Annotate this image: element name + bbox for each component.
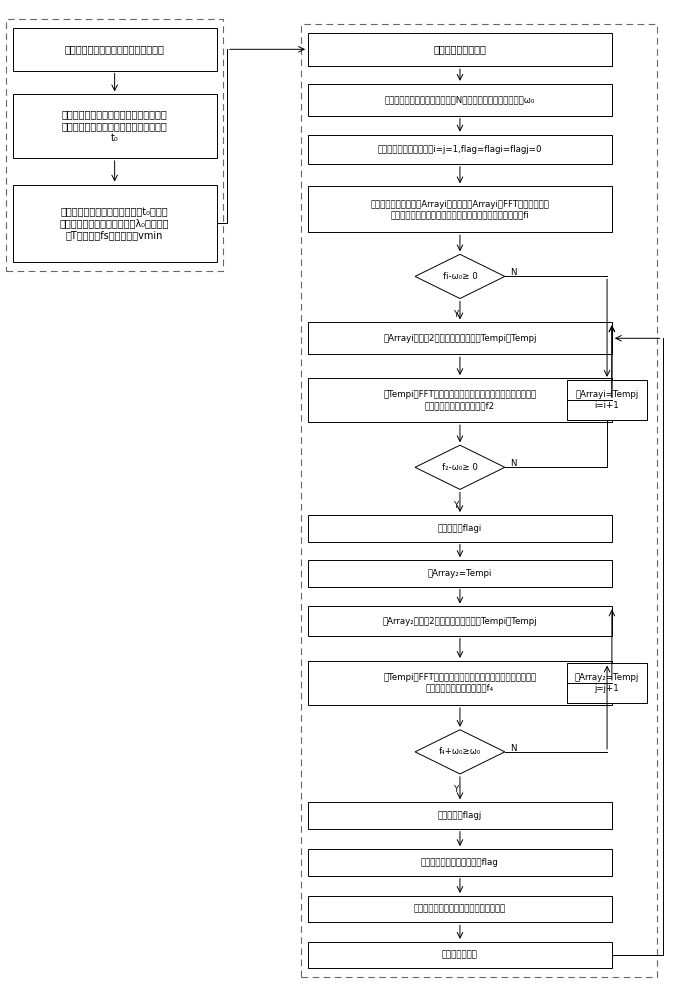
Text: 将Array₂均分为2个数组，分别命名为Tempi和Tempj: 将Array₂均分为2个数组，分别命名为Tempi和Tempj — [383, 617, 537, 626]
Polygon shape — [415, 730, 505, 774]
Bar — [308, 896, 612, 922]
Text: 读取所采集数据的起点对应时刻t₀、激光
多普勒测速仪所选用激光波长λ₀、采集时
间T、采样率fs和测速下限vmin: 读取所采集数据的起点对应时刻t₀、激光 多普勒测速仪所选用激光波长λ₀、采集时 … — [60, 207, 170, 240]
Text: N: N — [511, 459, 517, 468]
Text: 计算运动起始点对应的绝对时刻，并输出: 计算运动起始点对应的绝对时刻，并输出 — [414, 905, 506, 914]
Bar — [308, 802, 612, 829]
Text: 初始化计数位与标识位：i=j=1,flag=flagi=flagj=0: 初始化计数位与标识位：i=j=1,flag=flagi=flagj=0 — [378, 145, 543, 154]
Bar — [308, 135, 612, 164]
Polygon shape — [415, 445, 505, 489]
Bar — [308, 661, 612, 705]
Bar — [308, 515, 612, 542]
Text: 令Array₂=Tempi: 令Array₂=Tempi — [428, 569, 492, 578]
Bar — [308, 849, 612, 876]
Bar — [12, 185, 217, 262]
Text: 将采集到的数据放置在Arrayi数组中，对Arrayi做FFT，得到其频谱
分布，找到频谱分布中频谱幅值最大的频点，将其频率即为fi: 将采集到的数据放置在Arrayi数组中，对Arrayi做FFT，得到其频谱 分布… — [370, 200, 549, 219]
Bar — [308, 33, 612, 66]
Bar — [6, 19, 224, 271]
Text: f₂-ω₀≥ 0: f₂-ω₀≥ 0 — [442, 463, 478, 472]
Text: 被测物体未运动: 被测物体未运动 — [442, 951, 478, 960]
Text: 读取数据及相关参数: 读取数据及相关参数 — [433, 44, 486, 54]
Bar — [567, 663, 647, 703]
Bar — [301, 24, 657, 977]
Bar — [308, 322, 612, 354]
Text: N: N — [511, 268, 517, 277]
Text: 控制激光多普勒测速仪工作，采集数据: 控制激光多普勒测速仪工作，采集数据 — [65, 44, 165, 54]
Bar — [308, 186, 612, 232]
Text: f₄+ω₀≥ω₀: f₄+ω₀≥ω₀ — [439, 747, 481, 756]
Text: 计算标记位flagj: 计算标记位flagj — [438, 811, 482, 820]
Text: 计算最终运动起点的标记位flag: 计算最终运动起点的标记位flag — [421, 858, 499, 867]
Polygon shape — [415, 254, 505, 299]
Text: Y: Y — [454, 310, 459, 319]
Bar — [308, 378, 612, 422]
Bar — [308, 942, 612, 968]
Bar — [12, 94, 217, 158]
Text: 对Tempi做FFT，得到其频谱分布，找到频谱分布中频谱幅值
最大的频点，将其频率记为f₄: 对Tempi做FFT，得到其频谱分布，找到频谱分布中频谱幅值 最大的频点，将其频… — [383, 673, 536, 693]
Text: Y: Y — [454, 501, 459, 510]
Text: 对Tempi做FFT，得到其频谱分布，找到频谱分布中频谱幅值
最大的频点，将其频率记为f2: 对Tempi做FFT，得到其频谱分布，找到频谱分布中频谱幅值 最大的频点，将其频… — [383, 390, 536, 410]
Text: 令Array₂=Tempj
j=j+1: 令Array₂=Tempj j=j+1 — [575, 673, 639, 693]
Text: Y: Y — [454, 785, 459, 794]
Text: 计算标记位flagi: 计算标记位flagi — [438, 524, 482, 533]
Bar — [308, 606, 612, 636]
Text: 计算测速仪所采集数据的总点数N、可分辨的最小多普勒频差ω₀: 计算测速仪所采集数据的总点数N、可分辨的最小多普勒频差ω₀ — [385, 95, 535, 104]
Bar — [567, 380, 647, 420]
Text: 将Arrayi均分为2个数组，分别命名为Tempi和Tempj: 将Arrayi均分为2个数组，分别命名为Tempi和Tempj — [383, 334, 537, 343]
Text: fi-ω₀≥ 0: fi-ω₀≥ 0 — [443, 272, 477, 281]
Bar — [308, 560, 612, 587]
Text: N: N — [511, 744, 517, 753]
Bar — [12, 28, 217, 71]
Text: 令Arrayi=Tempj
i=i+1: 令Arrayi=Tempj i=i+1 — [576, 390, 639, 410]
Text: 激光多普勒测速仪完成采集工作后，由测
速仪内部时钟获取开始数据采集时的时刻
t₀: 激光多普勒测速仪完成采集工作后，由测 速仪内部时钟获取开始数据采集时的时刻 t₀ — [62, 110, 167, 143]
Bar — [308, 84, 612, 116]
